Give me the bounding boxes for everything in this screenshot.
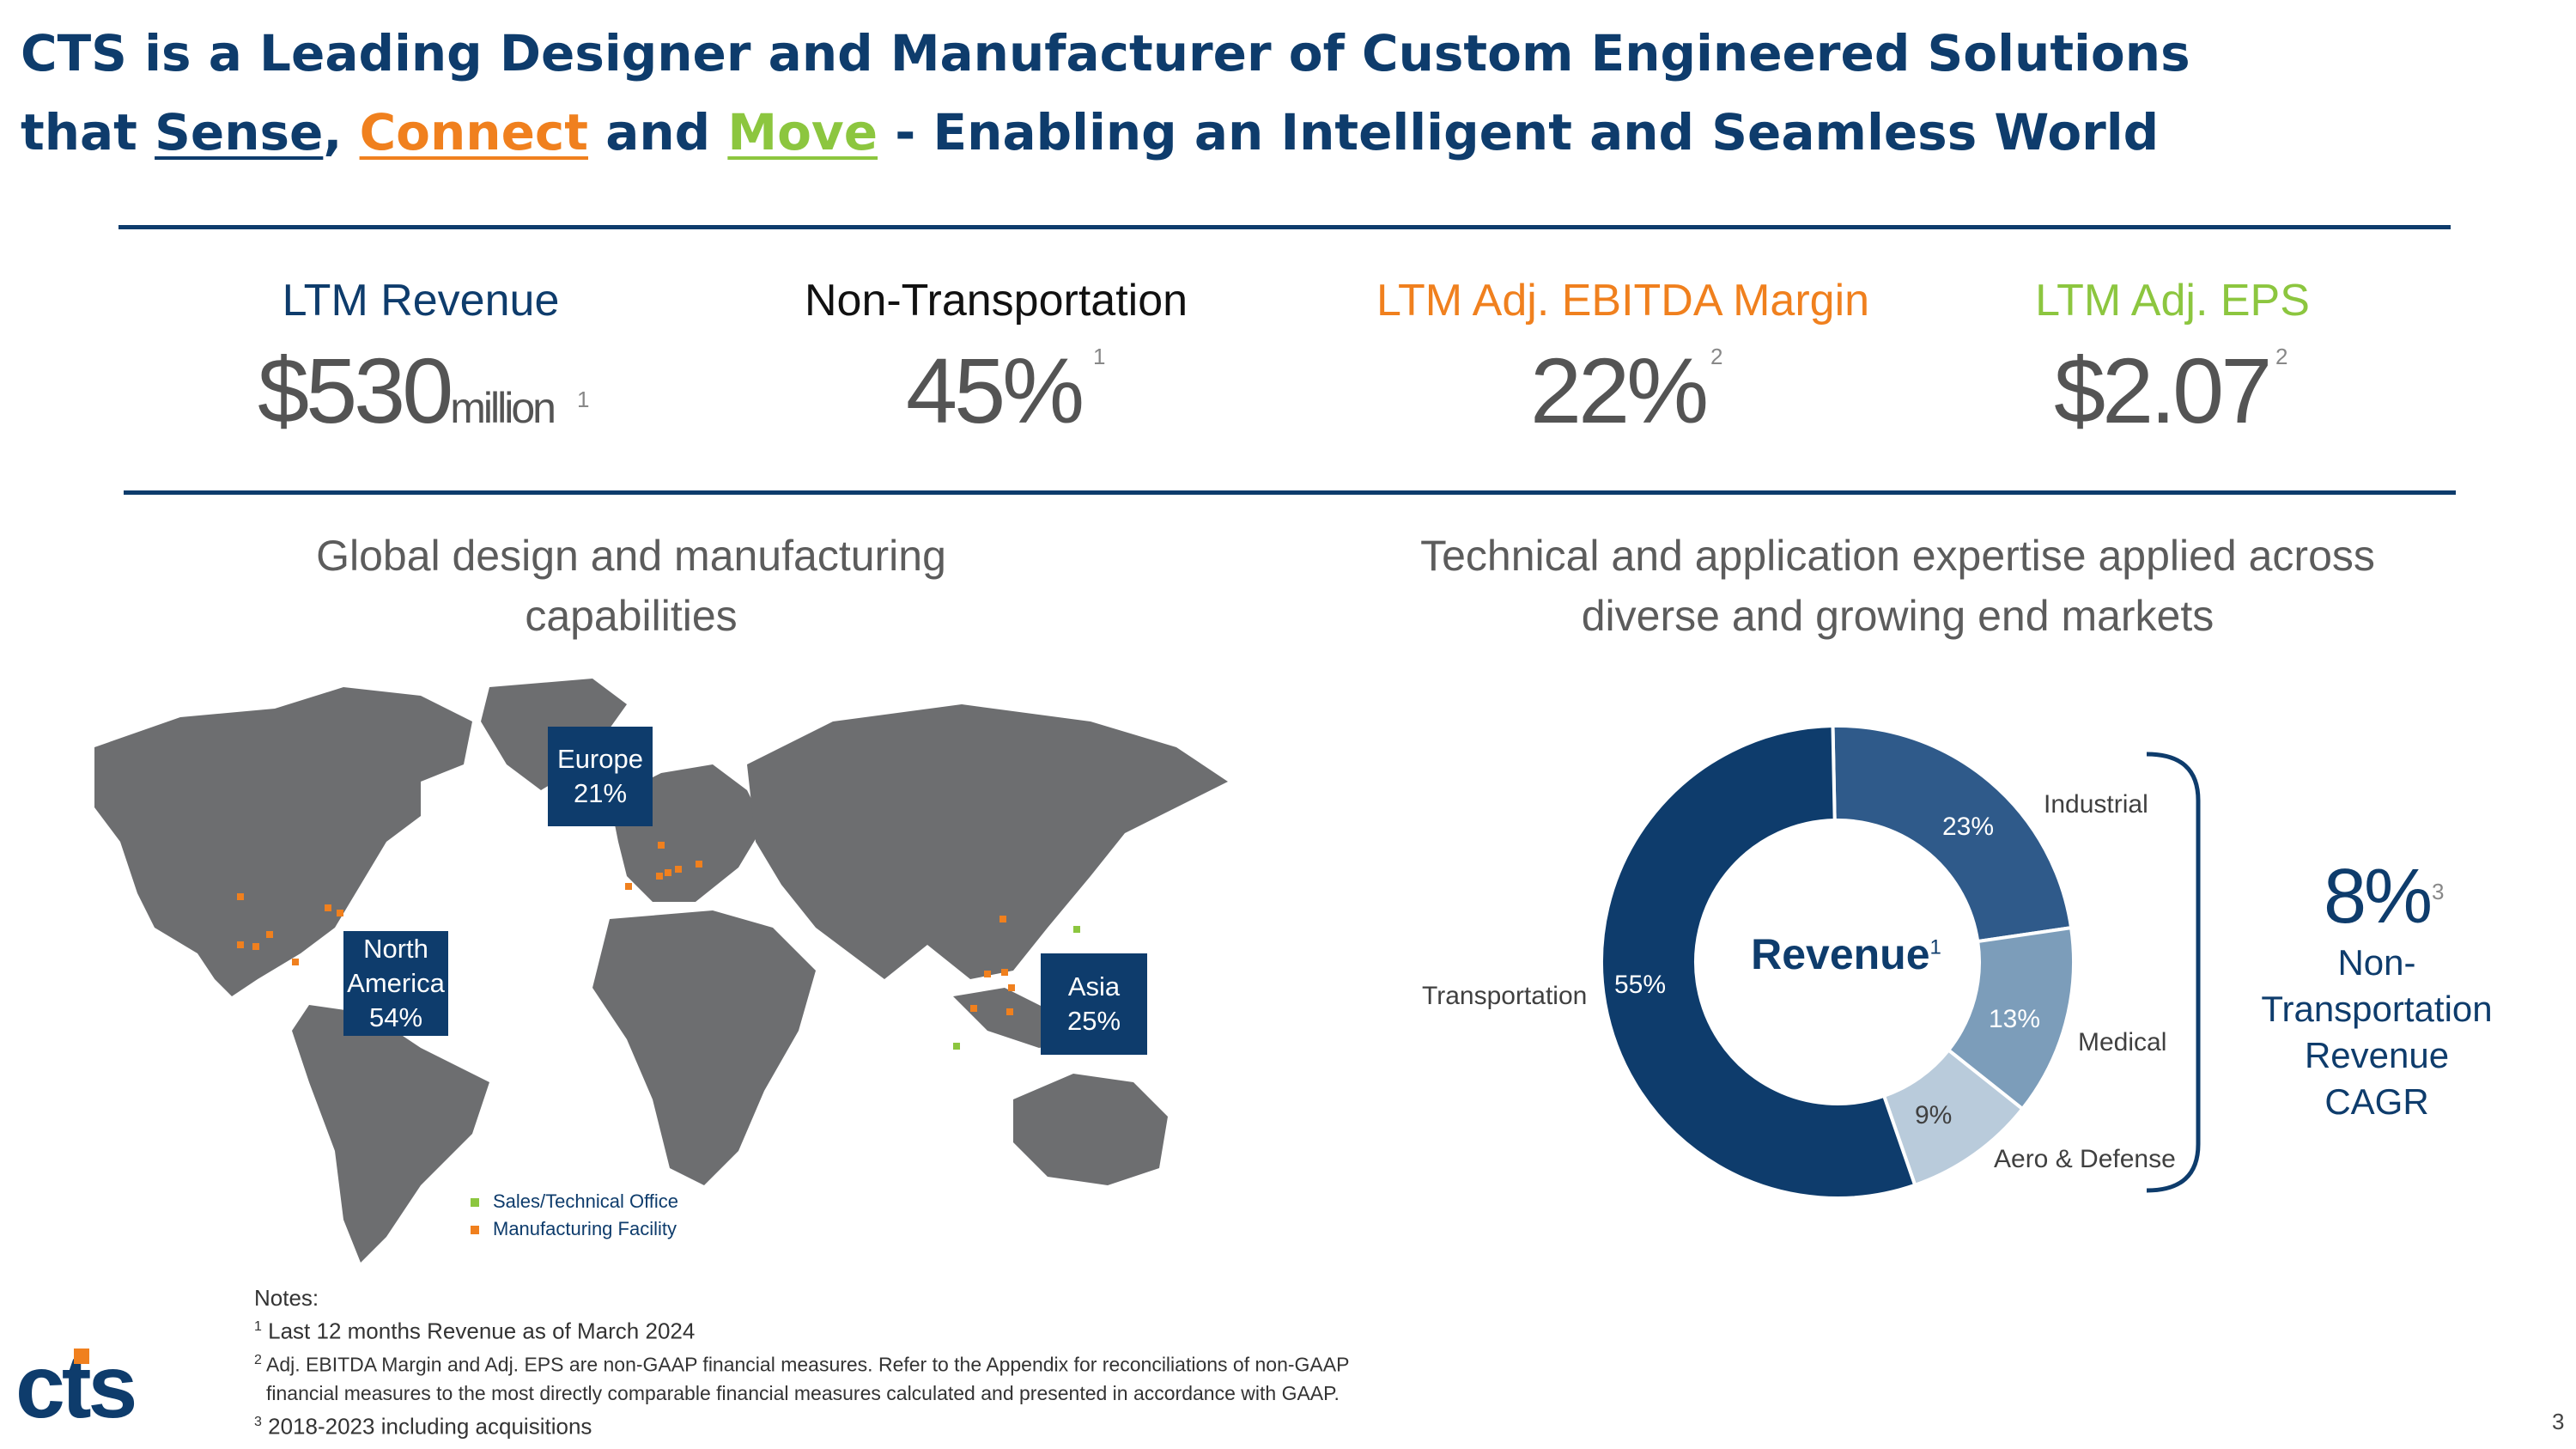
kpi-ebitda-label: LTM Adj. EBITDA Margin	[1376, 276, 1870, 326]
note-2: 2 Adj. EBITDA Margin and Adj. EPS are no…	[254, 1352, 1350, 1376]
kpi-non-transport-value: 45%	[906, 338, 1084, 442]
segment-pct-industrial: 23%	[1942, 813, 1995, 841]
kpi-top-rule	[118, 225, 2451, 229]
legend-manufacturing-swatch	[471, 1226, 479, 1235]
donut-center-label: Revenue1	[1751, 930, 1941, 978]
kpi-non-transport: Non-Transportation	[756, 275, 1236, 326]
title-sense: Sense	[155, 103, 324, 161]
slide-title: CTS is a Leading Designer and Manufactur…	[21, 14, 2190, 172]
segment-name-industrial: Industrial	[2044, 790, 2148, 819]
title-line-1: CTS is a Leading Designer and Manufactur…	[21, 24, 2190, 82]
kpi-revenue-sup: 1	[577, 387, 590, 412]
map-africa	[592, 910, 816, 1185]
global-capabilities-title: Global design and manufacturing capabili…	[316, 532, 946, 640]
map-asia	[747, 704, 1228, 979]
kpi-revenue: LTM Revenue	[240, 275, 601, 326]
logo-accent-icon	[74, 1349, 89, 1364]
segment-name-medical: Medical	[2078, 1028, 2167, 1056]
notes-heading: Notes:	[254, 1285, 319, 1311]
note-1: 1 Last 12 months Revenue as of March 202…	[254, 1318, 696, 1344]
note-2-cont: financial measures to the most directly …	[266, 1382, 1340, 1405]
kpi-revenue-value-wrap: $530million 1	[258, 337, 618, 444]
kpi-ebitda-value-wrap: 22% 2	[1530, 337, 1805, 444]
map-legend: Sales/Technical Office Manufacturing Fac…	[471, 1190, 678, 1240]
title-move: Move	[727, 103, 878, 161]
kpi-non-transport-sup: 1	[1093, 344, 1106, 369]
cagr-caption: Non- Transportation Revenue CAGR	[2261, 942, 2493, 1122]
manufacturing-markers	[237, 842, 1015, 1015]
segment-name-aero: Aero & Defense	[1994, 1145, 2176, 1173]
cagr-value: 8% 3	[2323, 854, 2445, 940]
title-line-2: that Sense, Connect and Move - Enabling …	[21, 103, 2160, 161]
kpi-ebitda-value: 22%	[1530, 338, 1709, 442]
kpi-non-transport-label: Non-Transportation	[804, 276, 1188, 326]
donut-segment-industrial	[1831, 724, 2074, 944]
cagr-bracket	[2146, 752, 2201, 1193]
donut-segment-transportation	[1600, 724, 1917, 1200]
kpi-eps: LTM Adj. EPS	[2001, 275, 2344, 326]
note-3: 3 2018-2023 including acquisitions	[254, 1413, 592, 1440]
kpi-bottom-rule	[124, 490, 2456, 495]
region-north-america: North America 54%	[343, 931, 448, 1036]
donut-segments	[1600, 724, 2075, 1200]
kpi-eps-value: $2.07	[2054, 338, 2272, 442]
map-australia	[1013, 1074, 1168, 1185]
segment-name-transportation: Transportation	[1422, 982, 1588, 1010]
legend-sales-swatch	[471, 1198, 479, 1208]
kpi-revenue-unit: million	[450, 384, 556, 432]
region-asia: Asia 25%	[1041, 953, 1147, 1055]
kpi-ebitda: LTM Adj. EBITDA Margin	[1357, 275, 1889, 326]
page-number: 3	[2552, 1409, 2565, 1434]
region-europe: Europe 21%	[548, 727, 653, 826]
kpi-revenue-value: $530	[258, 338, 453, 442]
segment-pct-medical: 13%	[1989, 1005, 2041, 1033]
kpi-eps-value-wrap: $2.07 2	[2054, 337, 2346, 444]
notes-section: Notes: 1 Last 12 months Revenue as of Ma…	[254, 1283, 1349, 1441]
end-markets-title: Technical and application expertise appl…	[1420, 532, 2375, 640]
segment-pct-transportation: 55%	[1614, 971, 1667, 999]
segment-pct-aero: 9%	[1915, 1101, 1953, 1129]
legend-sales-office: Sales/Technical Office	[471, 1190, 678, 1213]
legend-manufacturing: Manufacturing Facility	[471, 1218, 678, 1240]
kpi-non-transport-value-wrap: 45% 1	[906, 337, 1181, 444]
title-connect: Connect	[359, 103, 589, 161]
map-north-america	[94, 687, 472, 996]
kpi-revenue-label: LTM Revenue	[282, 276, 560, 326]
kpi-eps-sup: 2	[2275, 344, 2288, 369]
kpi-ebitda-sup: 2	[1710, 344, 1723, 369]
revenue-donut-chart	[1600, 724, 2075, 1200]
sales-office-markers	[953, 926, 1080, 1050]
kpi-eps-label: LTM Adj. EPS	[2035, 276, 2310, 326]
cagr-block: 8% 3 Non- Transportation Revenue CAGR	[2248, 854, 2506, 1125]
map-south-america	[292, 1005, 489, 1263]
